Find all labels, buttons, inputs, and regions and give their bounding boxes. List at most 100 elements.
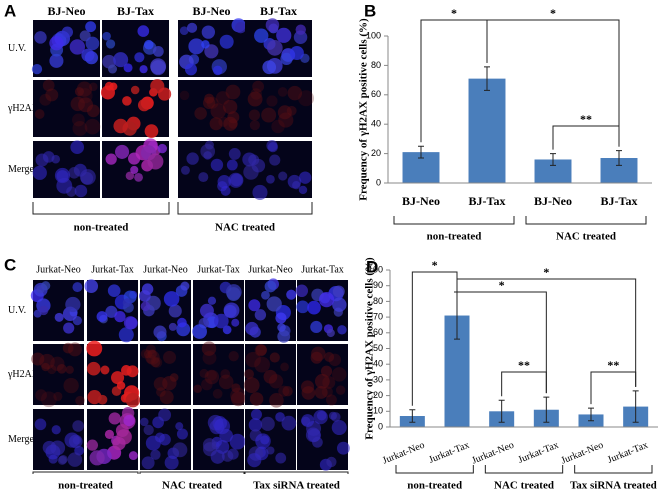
cell <box>107 284 121 298</box>
cell <box>225 284 242 300</box>
cell <box>42 440 57 455</box>
micrograph-bg <box>140 344 191 405</box>
cell <box>50 356 65 371</box>
micrograph <box>192 280 244 341</box>
cell <box>293 30 308 45</box>
cell <box>84 279 99 293</box>
row-label: γH2AX <box>7 103 40 114</box>
micrograph <box>297 344 348 406</box>
cell <box>250 409 262 421</box>
cell <box>222 325 232 335</box>
column-header: Jurkat-Tax <box>91 264 134 275</box>
cell <box>84 118 101 135</box>
x-tick-label: Jurkat-Neo <box>470 440 515 467</box>
cell <box>113 118 128 134</box>
cell <box>85 36 100 51</box>
cell <box>269 393 284 408</box>
cell <box>254 356 271 373</box>
micrograph <box>245 18 312 77</box>
cell <box>313 409 328 425</box>
significance-label: ** <box>518 358 530 372</box>
group-label: non-treated <box>407 480 462 492</box>
cell <box>97 394 108 405</box>
cell <box>62 342 74 354</box>
cell <box>287 85 303 101</box>
cell <box>275 412 285 422</box>
cell <box>151 357 163 368</box>
cell <box>244 369 254 380</box>
cell <box>156 387 166 397</box>
cell <box>111 371 125 385</box>
cell <box>143 424 154 436</box>
significance-label: * <box>499 278 505 292</box>
cell <box>307 300 321 315</box>
cell <box>69 39 86 55</box>
error-bar <box>418 145 424 159</box>
cell <box>228 148 241 160</box>
bar <box>468 78 506 183</box>
cell <box>78 97 94 113</box>
x-tick-label: Jurkat-Tax <box>517 440 561 466</box>
cell <box>278 112 294 128</box>
cell <box>336 441 350 455</box>
cell <box>162 375 177 391</box>
cell <box>281 415 297 431</box>
cell <box>277 105 292 120</box>
group-label: non-treated <box>427 231 482 243</box>
cell <box>168 322 177 331</box>
cell <box>100 85 115 100</box>
cell <box>275 452 287 464</box>
cell <box>180 281 190 291</box>
cell <box>144 124 159 138</box>
cell <box>42 79 55 92</box>
significance-label: * <box>550 6 556 20</box>
cell <box>107 64 118 74</box>
cell <box>188 38 205 55</box>
cell <box>296 300 310 314</box>
cell <box>249 120 260 131</box>
cell <box>325 394 337 406</box>
cell <box>51 425 61 435</box>
cell <box>234 22 247 34</box>
cell <box>255 433 271 449</box>
micrograph <box>32 140 100 198</box>
cell <box>278 171 288 181</box>
cell <box>137 25 150 37</box>
column-header: Jurkat-Neo <box>143 264 187 275</box>
cell <box>89 82 98 92</box>
error-bar <box>632 390 639 423</box>
cell <box>254 309 267 321</box>
cell <box>150 449 161 460</box>
micrograph <box>100 79 172 138</box>
cell <box>147 349 157 359</box>
group-label: NAC treated <box>162 480 222 492</box>
micrograph <box>30 280 84 341</box>
cell <box>74 87 84 97</box>
cell <box>139 417 149 427</box>
cell <box>328 411 338 420</box>
micrograph <box>140 344 191 405</box>
cell <box>215 91 230 105</box>
cell <box>70 140 85 155</box>
cell <box>114 310 126 323</box>
cell <box>65 296 81 313</box>
y-tick-label: 20 <box>373 390 383 400</box>
cell <box>295 24 306 35</box>
group-bracket <box>525 216 647 225</box>
micrograph <box>31 342 85 408</box>
cell <box>35 389 47 401</box>
cell <box>158 408 172 422</box>
cell <box>332 367 347 382</box>
cell <box>96 311 108 322</box>
column-header: Jurkat-Tax <box>197 264 240 275</box>
cell <box>266 95 278 107</box>
cell <box>81 48 95 62</box>
cell <box>67 452 83 467</box>
cell <box>137 98 151 112</box>
cell <box>206 370 217 381</box>
cell <box>201 378 213 391</box>
cell <box>218 374 234 390</box>
cell <box>289 45 304 60</box>
cell <box>123 63 133 73</box>
cell <box>210 449 225 464</box>
